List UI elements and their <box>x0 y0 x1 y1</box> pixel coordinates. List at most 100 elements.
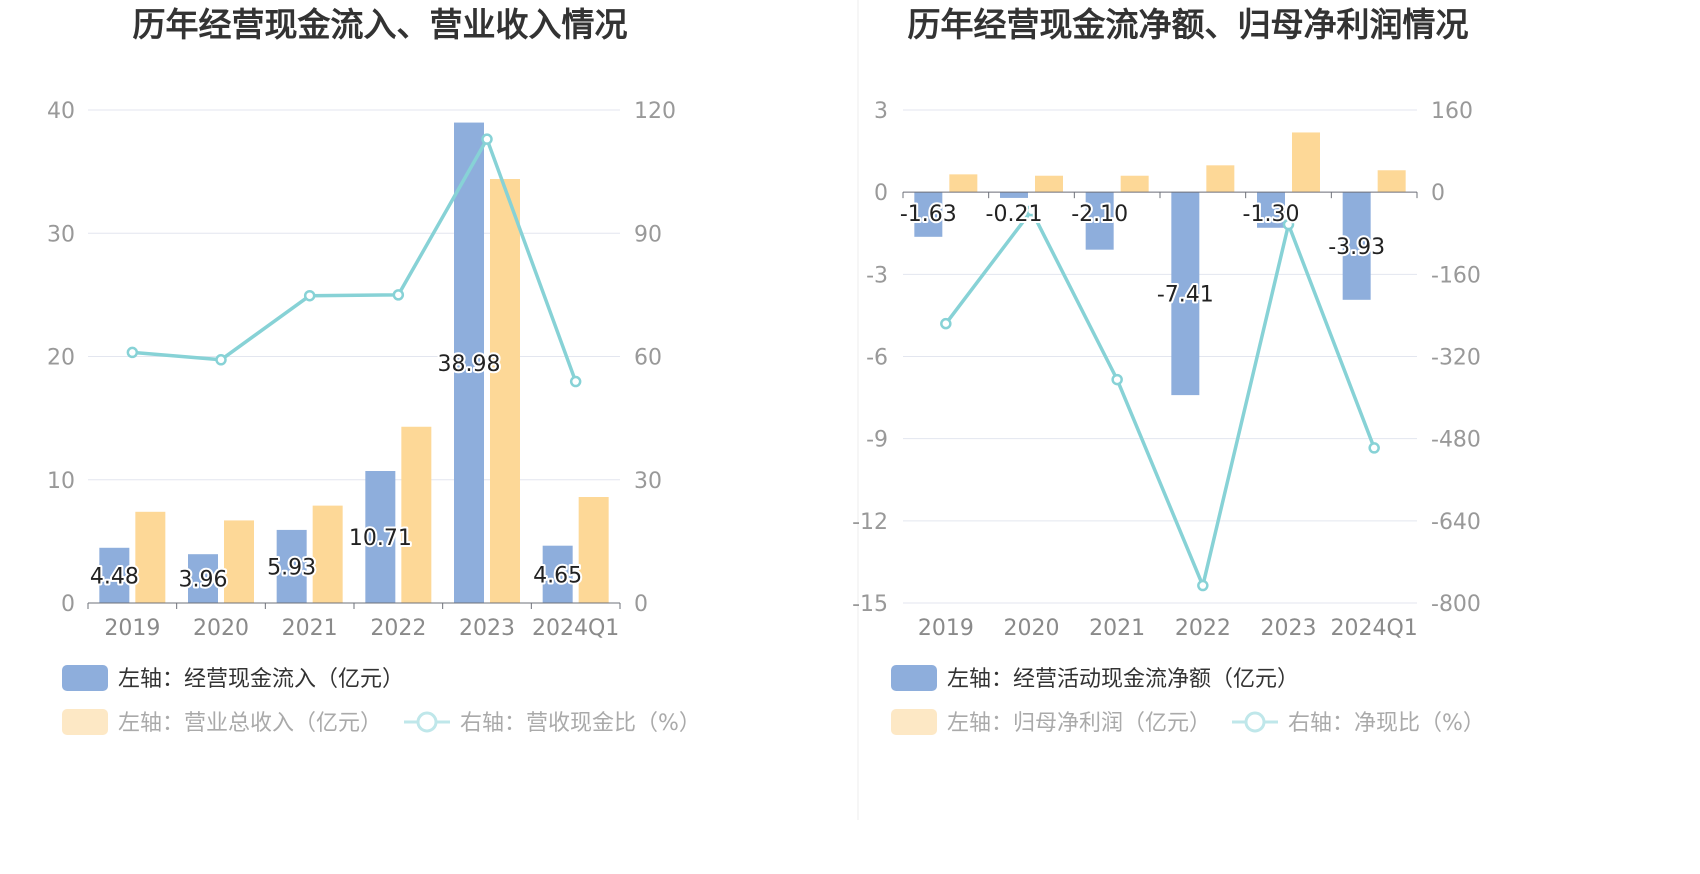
legend-label: 左轴：经营现金流入（亿元） <box>118 667 404 692</box>
bar-data-label: -1.30 <box>1243 202 1300 227</box>
legend-line-marker <box>416 711 438 733</box>
legend-swatch <box>891 665 937 691</box>
right-axis-tick-label: 0 <box>1431 181 1445 206</box>
bar-data-label: 4.48 <box>90 564 139 589</box>
right-axis-tick-label: 0 <box>634 592 648 617</box>
left-axis-tick-label: 40 <box>47 99 75 124</box>
x-axis-tick-label: 2019 <box>918 616 974 641</box>
left-axis-tick-label: 3 <box>874 99 888 124</box>
right-axis-tick-label: 60 <box>634 346 662 371</box>
bar-primary <box>1000 192 1028 198</box>
bar-data-label: 5.93 <box>267 555 316 580</box>
legend-label: 右轴：营收现金比（%） <box>460 711 701 736</box>
right-axis-tick-label: -480 <box>1431 428 1481 453</box>
bar-data-label: 10.71 <box>349 526 412 551</box>
bar-secondary <box>1120 175 1149 193</box>
x-axis-tick-label: 2019 <box>104 616 160 641</box>
right-axis-tick-label: 160 <box>1431 99 1473 124</box>
line-point <box>1282 218 1295 231</box>
line-point <box>126 346 139 359</box>
legend-swatch <box>62 665 108 691</box>
chart-panel-net-cashflow-profit: 历年经营现金流净额、归母净利润情况 -15 -12 -9 -6 -3 0 3 -800 -640 -… <box>852 5 1485 736</box>
bar-primary <box>365 470 396 603</box>
line-point <box>940 317 952 330</box>
left-axis-tick-label: -12 <box>852 510 888 535</box>
left-axis-tick-label: 0 <box>874 181 888 206</box>
right-axis-tick-label: -160 <box>1431 263 1481 288</box>
line-point <box>1368 442 1380 454</box>
bar-primary <box>99 547 130 603</box>
legend-label: 左轴：归母净利润（亿元） <box>947 711 1211 736</box>
bar-secondary <box>135 511 166 603</box>
x-axis-tick-label: 2022 <box>1175 616 1231 641</box>
bar-secondary <box>1377 170 1406 193</box>
right-axis-tick-label: 30 <box>634 469 662 494</box>
bar-primary <box>542 545 573 603</box>
bar-secondary <box>401 426 432 603</box>
left-axis-tick-label: 30 <box>47 222 75 247</box>
x-axis-tick-label: 2023 <box>1261 616 1317 641</box>
bar-primary <box>276 529 307 603</box>
chart-panel-cash-inflow-revenue: 历年经营现金流入、营业收入情况 0 10 20 30 40 0 30 60 90 120 2019 20… <box>47 5 701 736</box>
bar-primary <box>1171 192 1200 396</box>
bar-primary <box>454 122 484 603</box>
line-point <box>303 289 316 302</box>
left-axis-tick-label: -9 <box>866 428 888 453</box>
line-point <box>481 133 493 145</box>
line-point <box>1197 579 1209 592</box>
bar-data-label: 4.65 <box>533 563 582 588</box>
bar-primary <box>914 192 943 237</box>
bar-data-label: -0.21 <box>986 202 1043 227</box>
bar-primary <box>1342 192 1371 300</box>
bar-primary <box>1085 192 1114 250</box>
legend-label: 左轴：营业总收入（亿元） <box>118 711 382 736</box>
legend-swatch <box>891 709 937 735</box>
right-axis-tick-label: -640 <box>1431 510 1481 535</box>
bar-data-label: -3.93 <box>1328 235 1385 260</box>
line-series <box>944 208 1376 588</box>
legend-line-marker <box>1244 711 1266 733</box>
chart-title: 历年经营现金流入、营业收入情况 <box>133 5 628 44</box>
x-axis-tick-label: 2020 <box>193 616 249 641</box>
line-point <box>392 289 405 301</box>
bar-secondary <box>1035 175 1063 193</box>
right-axis-tick-label: -320 <box>1431 346 1481 371</box>
bar-primary <box>1257 192 1285 228</box>
bar-data-label: 3.96 <box>179 568 228 593</box>
x-axis-tick-label: 2023 <box>459 616 515 641</box>
line-point <box>569 375 582 388</box>
bar-secondary <box>1206 165 1235 193</box>
legend-label: 左轴：经营活动现金流净额（亿元） <box>947 667 1299 692</box>
legend-swatch <box>62 709 108 735</box>
x-axis-tick-label: 2022 <box>370 616 426 641</box>
bar-secondary <box>1292 132 1320 193</box>
chart-title: 历年经营现金流净额、归母净利润情况 <box>908 5 1469 44</box>
bar-primary <box>188 554 218 603</box>
line-point <box>1111 373 1123 386</box>
bar-secondary <box>224 520 254 603</box>
left-axis-tick-label: 10 <box>47 469 75 494</box>
line-point <box>1025 204 1038 217</box>
x-axis-tick-label: 2020 <box>1004 616 1060 641</box>
right-axis-tick-label: -800 <box>1431 592 1481 617</box>
line-series <box>132 137 578 383</box>
legend-label: 右轴：净现比（%） <box>1288 711 1485 736</box>
x-axis-tick-label: 2021 <box>282 616 338 641</box>
bar-secondary <box>490 179 520 603</box>
left-axis-tick-label: 0 <box>61 592 75 617</box>
right-axis-tick-label: 90 <box>634 222 662 247</box>
bar-secondary <box>312 505 343 603</box>
x-axis-tick-label: 2021 <box>1089 616 1145 641</box>
left-axis-tick-label: -6 <box>866 346 888 371</box>
bar-secondary <box>578 497 609 603</box>
bar-data-label: 38.98 <box>438 352 501 377</box>
left-axis-tick-label: -15 <box>852 592 888 617</box>
x-axis-tick-label: 2024Q1 <box>532 616 619 641</box>
bar-secondary <box>949 174 978 193</box>
bar-data-label: -2.10 <box>1071 202 1128 227</box>
x-axis-tick-label: 2024Q1 <box>1331 616 1418 641</box>
bar-data-label: -1.63 <box>900 202 957 227</box>
left-axis-tick-label: 20 <box>47 346 75 371</box>
left-axis-tick-label: -3 <box>866 263 888 288</box>
